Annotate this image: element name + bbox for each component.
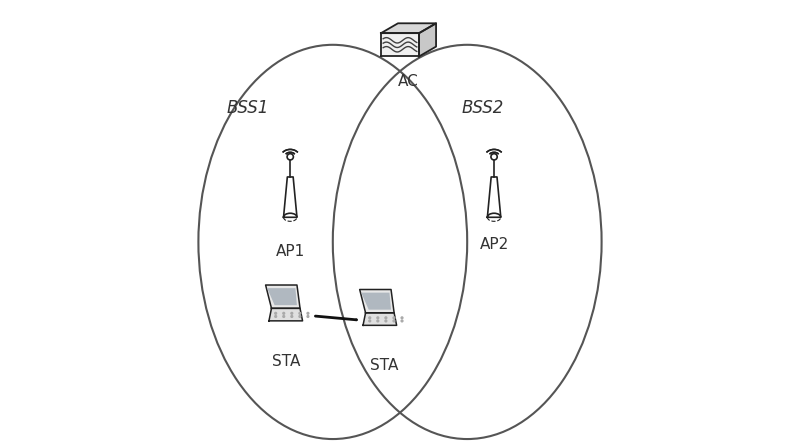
- Circle shape: [283, 315, 285, 317]
- Circle shape: [299, 312, 301, 314]
- Circle shape: [401, 320, 403, 322]
- Circle shape: [393, 317, 395, 319]
- Circle shape: [274, 312, 277, 314]
- Circle shape: [307, 312, 309, 314]
- Text: AP1: AP1: [276, 244, 305, 259]
- Circle shape: [287, 154, 294, 160]
- Polygon shape: [381, 33, 419, 56]
- Text: BSS2: BSS2: [462, 99, 504, 116]
- Circle shape: [283, 312, 285, 314]
- Circle shape: [291, 312, 293, 314]
- Circle shape: [369, 317, 370, 319]
- Polygon shape: [362, 293, 391, 310]
- Text: AC: AC: [398, 74, 418, 89]
- Circle shape: [299, 315, 301, 317]
- Polygon shape: [283, 177, 297, 217]
- FancyArrowPatch shape: [315, 316, 357, 320]
- Polygon shape: [266, 285, 300, 308]
- Circle shape: [385, 320, 386, 322]
- Polygon shape: [360, 289, 394, 313]
- Circle shape: [291, 315, 293, 317]
- Text: BSS1: BSS1: [226, 99, 269, 116]
- Circle shape: [369, 320, 370, 322]
- Circle shape: [377, 317, 378, 319]
- Circle shape: [274, 315, 277, 317]
- Polygon shape: [487, 177, 501, 217]
- Text: STA: STA: [370, 358, 398, 373]
- Polygon shape: [363, 313, 397, 325]
- Circle shape: [401, 317, 403, 319]
- Circle shape: [377, 320, 378, 322]
- Polygon shape: [267, 288, 297, 305]
- Text: AP2: AP2: [479, 237, 509, 252]
- Circle shape: [385, 317, 386, 319]
- Circle shape: [393, 320, 395, 322]
- Polygon shape: [269, 308, 302, 321]
- Polygon shape: [419, 23, 436, 56]
- Circle shape: [491, 154, 498, 160]
- Circle shape: [307, 315, 309, 317]
- Polygon shape: [381, 23, 436, 33]
- Text: STA: STA: [271, 354, 300, 369]
